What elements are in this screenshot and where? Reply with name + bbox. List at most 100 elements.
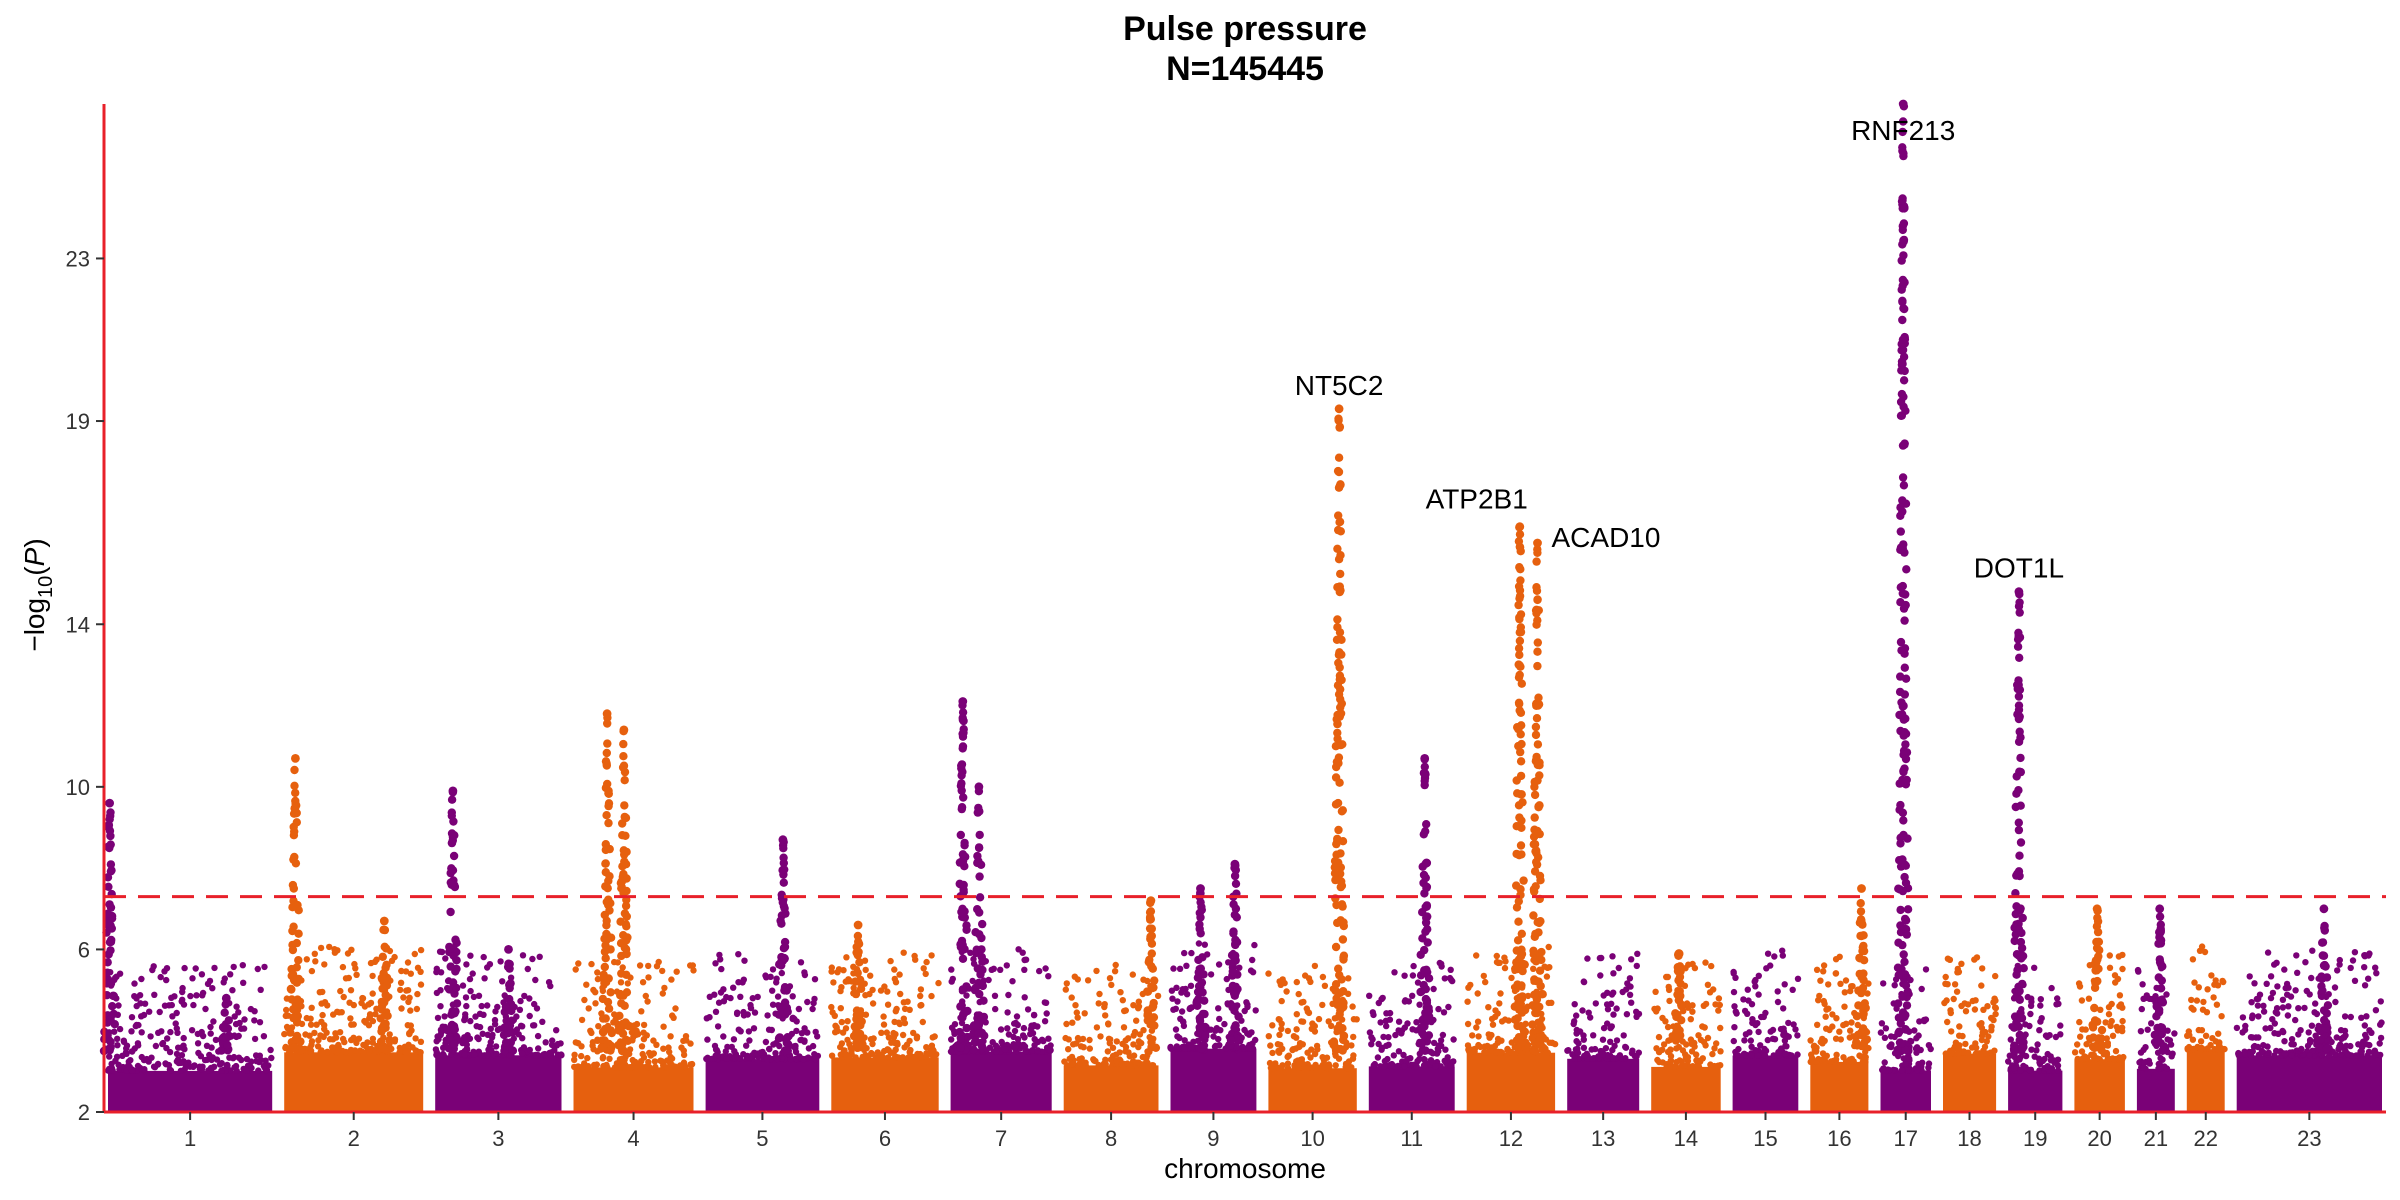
snp-point <box>1375 999 1383 1007</box>
snp-point <box>1512 958 1521 967</box>
snp-point <box>2155 1065 2163 1073</box>
snp-point <box>1752 976 1759 984</box>
snp-point <box>294 956 303 965</box>
snp-point <box>603 719 612 728</box>
snp-point <box>620 857 629 866</box>
snp-point <box>1623 1011 1631 1018</box>
snp-point <box>106 1053 113 1060</box>
snp-point <box>1859 941 1868 951</box>
peak-chr-20 <box>2088 904 2107 1055</box>
snp-point <box>616 991 625 1000</box>
snp-point <box>717 989 725 996</box>
peak-top-point <box>504 945 513 954</box>
snp-point <box>1193 973 1203 982</box>
snp-point <box>1369 1036 1376 1043</box>
snp-point <box>757 1049 764 1056</box>
snp-point <box>1430 1039 1438 1047</box>
snp-point <box>1901 981 1911 990</box>
snp-point <box>1820 962 1828 969</box>
snp-point <box>1628 999 1635 1006</box>
snp-point <box>1331 986 1340 995</box>
snp-point <box>1734 1052 1742 1059</box>
snp-point <box>1881 1059 1888 1066</box>
snp-point <box>2353 1052 2360 1059</box>
chromosome-density-band <box>705 1059 820 1112</box>
snp-point <box>1180 1018 1187 1026</box>
snp-point <box>1820 1055 1828 1062</box>
snp-point <box>377 1027 386 1036</box>
snp-point <box>948 1024 956 1031</box>
peak-top-point <box>105 798 114 808</box>
snp-point <box>1036 967 1043 975</box>
snp-point <box>1086 1036 1093 1044</box>
snp-point <box>1266 1059 1274 1067</box>
snp-point <box>1740 996 1747 1003</box>
snp-point <box>2015 1030 2025 1040</box>
snp-point <box>152 1042 160 1050</box>
snp-point <box>143 1055 150 1063</box>
snp-point <box>2249 1012 2256 1019</box>
snp-point <box>1041 1018 1049 1025</box>
snp-point <box>1988 1014 1995 1022</box>
x-tick-label: 14 <box>1674 1126 1698 1151</box>
snp-point <box>809 1005 816 1013</box>
snp-point <box>261 963 268 971</box>
snp-point <box>617 1045 627 1054</box>
snp-point <box>600 934 609 943</box>
snp-point <box>1183 991 1191 998</box>
snp-point <box>478 1002 485 1010</box>
snp-point <box>1335 663 1344 672</box>
snp-point <box>1350 1016 1358 1023</box>
snp-point <box>1919 1059 1926 1066</box>
snp-point <box>1368 1041 1375 1048</box>
peak-chr-4 <box>597 709 616 1055</box>
snp-point <box>1762 1009 1769 1017</box>
peak-top-point <box>1334 404 1344 414</box>
snp-point <box>979 1012 989 1022</box>
snp-point <box>773 1055 781 1063</box>
snp-point <box>2115 953 2123 960</box>
snp-point <box>103 873 113 882</box>
snp-point <box>1513 980 1522 989</box>
snp-point <box>728 1043 735 1051</box>
snp-point <box>2156 937 2165 947</box>
snp-point <box>369 990 376 997</box>
snp-point <box>2112 979 2119 986</box>
snp-point <box>782 1038 791 1048</box>
snp-point <box>1465 1046 1472 1053</box>
snp-point <box>1450 1036 1457 1043</box>
snp-point <box>159 1039 167 1047</box>
snp-point <box>2139 981 2146 988</box>
snp-point <box>1826 1026 1833 1034</box>
chromosome-density-band <box>573 1067 694 1112</box>
snp-point <box>1224 1001 1232 1008</box>
peak-chr-16 <box>1852 884 1872 1051</box>
snp-point <box>1573 1012 1580 1019</box>
peak-top-point <box>1857 884 1866 893</box>
snp-point <box>2233 1024 2241 1032</box>
snp-point <box>332 1030 339 1037</box>
snp-point <box>779 944 789 953</box>
snp-point <box>1112 961 1119 969</box>
snp-point <box>226 1054 233 1061</box>
snp-point <box>1900 914 1910 924</box>
snp-point <box>617 969 626 978</box>
snp-point <box>850 1022 859 1031</box>
snp-point <box>670 1014 677 1021</box>
snp-point <box>1622 1044 1630 1051</box>
snp-point <box>1740 1051 1748 1058</box>
snp-point <box>1302 972 1309 979</box>
snp-point <box>887 957 894 965</box>
snp-point <box>948 966 955 973</box>
snp-point <box>988 966 995 973</box>
snp-point <box>1471 1048 1478 1056</box>
snp-point <box>486 961 494 968</box>
snp-point <box>1182 985 1189 993</box>
snp-point <box>1333 918 1342 928</box>
snp-point <box>1687 1063 1694 1071</box>
peak-top-point <box>1146 896 1156 905</box>
snp-point <box>780 954 789 963</box>
snp-point <box>601 845 610 855</box>
snp-point <box>1858 983 1868 993</box>
snp-point <box>448 978 458 987</box>
